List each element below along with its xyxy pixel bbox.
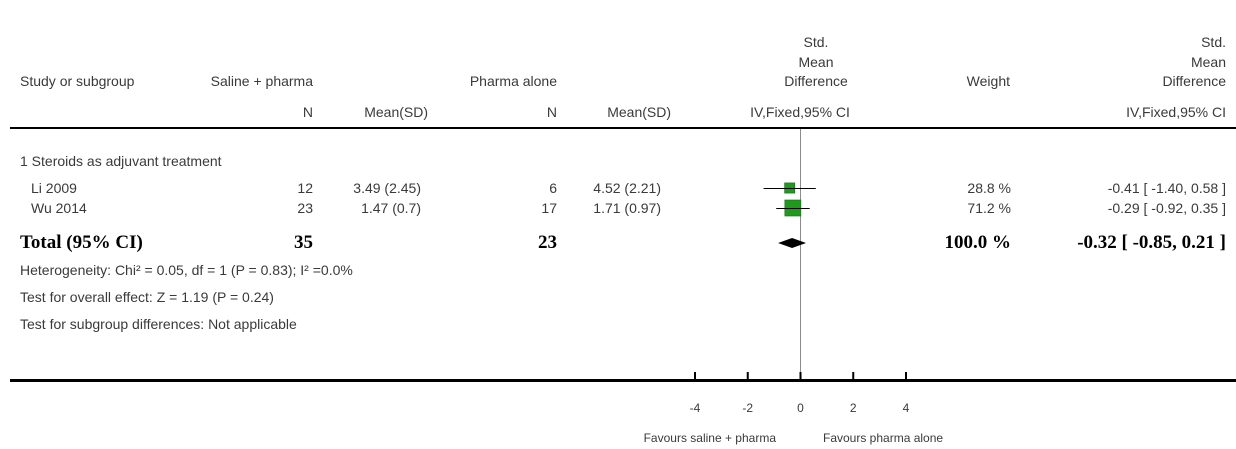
study-name: Wu 2014 xyxy=(31,200,87,216)
favours-right-label: Favours pharma alone xyxy=(823,431,943,445)
control-group-header: Pharma alone xyxy=(469,73,557,89)
control-mean-sd: 4.52 (2.21) xyxy=(593,180,661,196)
study-column-header: Study or subgroup xyxy=(20,73,135,89)
x-tick-label: -4 xyxy=(690,401,701,415)
x-tick-label: 4 xyxy=(903,401,910,415)
experimental-n: 23 xyxy=(297,200,313,216)
total-effect: -0.32 [ -0.85, 0.21 ] xyxy=(1077,232,1226,253)
control-n-header: N xyxy=(546,104,557,120)
plot-header-line-3: Difference xyxy=(784,73,848,89)
experimental-group-header: Saline + pharma xyxy=(210,73,313,89)
x-tick-label: 0 xyxy=(797,401,804,415)
effect-header-line-2: Mean xyxy=(1190,54,1226,70)
subgroup-heading: 1 Steroids as adjuvant treatment xyxy=(20,153,222,169)
x-tick-label: -2 xyxy=(742,401,753,415)
favours-left-label: Favours saline + pharma xyxy=(644,431,777,445)
study-name: Li 2009 xyxy=(31,180,77,196)
header-divider xyxy=(10,127,1236,129)
overall-effect-note: Test for overall effect: Z = 1.19 (P = 0… xyxy=(20,289,274,305)
study-weight: 28.8 % xyxy=(967,180,1011,196)
plot-header-line-2: Mean xyxy=(798,54,834,70)
study-effect: -0.41 [ -1.40, 0.58 ] xyxy=(1107,180,1226,196)
total-control-n: 23 xyxy=(538,232,557,253)
experimental-mean-sd: 3.49 (2.45) xyxy=(353,180,421,196)
plot-header-line-1: Std. xyxy=(803,34,829,50)
control-n: 17 xyxy=(541,200,557,216)
total-label: Total (95% CI) xyxy=(20,232,143,253)
study-marker xyxy=(784,199,802,217)
effect-method-header: IV,Fixed,95% CI xyxy=(1126,104,1226,120)
study-marker xyxy=(784,182,796,194)
control-n: 6 xyxy=(549,180,557,196)
experimental-mean-sd: 1.47 (0.7) xyxy=(361,200,421,216)
total-experimental-n: 35 xyxy=(294,232,313,253)
study-effect: -0.29 [ -0.92, 0.35 ] xyxy=(1107,200,1226,216)
heterogeneity-note: Heterogeneity: Chi² = 0.05, df = 1 (P = … xyxy=(20,262,353,278)
subgroup-differences-note: Test for subgroup differences: Not appli… xyxy=(20,316,297,332)
x-axis-line xyxy=(10,379,1236,382)
x-tick-label: 2 xyxy=(850,401,857,415)
weight-column-header: Weight xyxy=(966,73,1010,89)
experimental-mean-sd-header: Mean(SD) xyxy=(364,104,428,120)
total-weight: 100.0 % xyxy=(944,232,1012,253)
experimental-n: 12 xyxy=(297,180,313,196)
effect-header-line-1: Std. xyxy=(1201,34,1226,50)
control-mean-sd: 1.71 (0.97) xyxy=(593,200,661,216)
control-mean-sd-header: Mean(SD) xyxy=(607,104,671,120)
pooled-diamond xyxy=(778,238,807,248)
experimental-n-header: N xyxy=(302,104,313,120)
effect-header-line-3: Difference xyxy=(1162,73,1226,89)
study-weight: 71.2 % xyxy=(967,200,1011,216)
plot-method-header: IV,Fixed,95% CI xyxy=(750,104,850,120)
